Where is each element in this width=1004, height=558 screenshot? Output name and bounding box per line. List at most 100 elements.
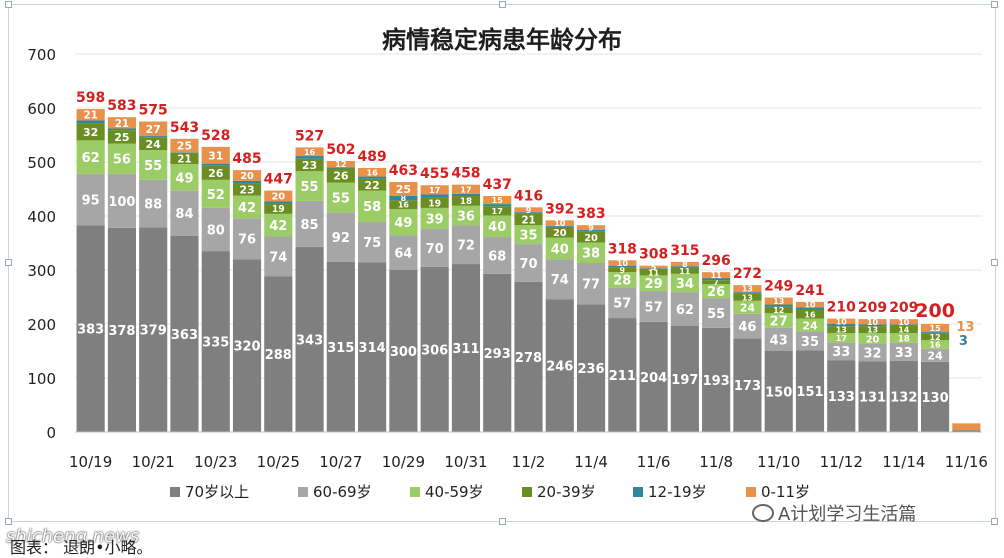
total-label: 318	[608, 241, 637, 257]
bar-segment	[764, 306, 793, 314]
bar-segment	[389, 200, 418, 209]
segment-label: 14	[898, 325, 910, 334]
bar-segment	[483, 206, 512, 216]
resize-handle-bottom-left[interactable]	[5, 518, 12, 525]
segment-label: 236	[577, 362, 604, 377]
bar-segment	[827, 326, 856, 334]
bar-segment	[420, 266, 449, 432]
y-tick-label: 600	[27, 100, 56, 118]
bar-segment	[608, 272, 637, 288]
segment-label: 17	[429, 185, 441, 195]
segment-label: 62	[82, 151, 100, 166]
bar-segment	[295, 156, 324, 159]
legend-swatch	[522, 487, 532, 497]
segment-label: 8	[682, 260, 688, 269]
segment-label: 84	[175, 207, 193, 222]
resize-handle-middle-right[interactable]	[991, 259, 998, 266]
segment-label: 43	[770, 333, 788, 348]
bar-segment	[921, 361, 950, 432]
segment-label: 21	[177, 153, 191, 165]
segment-label: 33	[895, 346, 913, 361]
bar-segment	[702, 284, 731, 299]
segment-label: 34	[676, 277, 694, 292]
bar-segment	[921, 324, 950, 333]
bar-segment	[733, 293, 762, 301]
segment-label: 36	[457, 209, 475, 224]
segment-label: 16	[930, 341, 942, 350]
bar-segment	[889, 324, 918, 326]
segment-label: 3	[959, 334, 968, 349]
x-tick-label: 11/14	[882, 453, 925, 471]
legend-swatch	[410, 487, 420, 497]
bar-segment	[170, 164, 199, 191]
bar-segment	[733, 300, 762, 314]
segment-label: 11	[679, 267, 691, 276]
total-label: 598	[76, 90, 105, 106]
total-label: 416	[514, 188, 543, 204]
bar-segment	[139, 150, 168, 180]
segment-label: 13	[867, 326, 878, 335]
x-tick-label: 11/4	[574, 453, 608, 471]
bar-segment	[921, 332, 950, 334]
bar-segment	[576, 262, 606, 305]
x-tick-label: 11/10	[757, 453, 800, 471]
segment-label: 72	[457, 239, 475, 254]
segment-label: 315	[327, 341, 354, 356]
segment-label: 16	[304, 148, 316, 157]
bar-segment	[201, 165, 230, 180]
bar-segment	[451, 205, 481, 226]
segment-label: 21	[83, 110, 97, 122]
resize-handle-top-right[interactable]	[991, 1, 998, 8]
resize-handle-top-center[interactable]	[499, 1, 506, 8]
x-tick-label: 10/29	[382, 453, 425, 471]
segment-label: 26	[707, 285, 725, 300]
bar-segment	[702, 280, 731, 285]
resize-handle-bottom-center[interactable]	[499, 518, 506, 525]
bar-segment	[420, 207, 449, 229]
total-label: 210	[827, 300, 856, 316]
bar-segment	[139, 136, 168, 138]
bar-segment	[952, 430, 981, 432]
total-label: 296	[702, 253, 731, 269]
segment-label: 12	[773, 306, 784, 315]
legend-swatch	[633, 487, 643, 497]
segment-label: 49	[175, 171, 193, 186]
segment-label: 10	[867, 318, 879, 327]
segment-label: 24	[146, 138, 162, 151]
segment-label: 13	[773, 297, 784, 306]
total-label: 485	[232, 151, 261, 167]
total-label: 308	[639, 247, 668, 263]
bar-segment	[795, 318, 825, 332]
segment-label: 27	[146, 123, 161, 136]
bar-segment	[451, 184, 481, 194]
bar-segment	[483, 237, 512, 274]
segment-label: 197	[671, 373, 698, 388]
bar-segment	[170, 152, 199, 153]
segment-label: 151	[796, 385, 823, 400]
segment-label: 278	[515, 351, 542, 366]
segment-label: 16	[398, 201, 410, 210]
bar-segment	[733, 338, 762, 432]
total-label: 209	[858, 300, 887, 316]
bar-segment	[702, 278, 731, 281]
segment-label: 288	[265, 348, 292, 363]
bar-segment	[514, 207, 543, 213]
bar-segment	[326, 168, 355, 183]
segment-label: 363	[171, 328, 198, 343]
bar-segment	[514, 244, 543, 282]
bar-segment	[858, 324, 887, 327]
segment-label: 12	[930, 333, 941, 342]
y-tick-label: 0	[46, 424, 56, 442]
bar-segment	[545, 225, 574, 227]
resize-handle-bottom-right[interactable]	[991, 518, 998, 525]
segment-label: 32	[863, 347, 881, 362]
bar-segment	[295, 200, 324, 247]
resize-handle-top-left[interactable]	[5, 1, 12, 8]
x-tick-label: 11/12	[820, 453, 863, 471]
segment-label: 52	[207, 188, 225, 203]
bar-segment	[264, 201, 293, 204]
bar-segment	[483, 273, 512, 432]
x-tick-label: 11/8	[699, 453, 733, 471]
resize-handle-middle-left[interactable]	[5, 259, 12, 266]
bar-segment	[295, 158, 324, 172]
